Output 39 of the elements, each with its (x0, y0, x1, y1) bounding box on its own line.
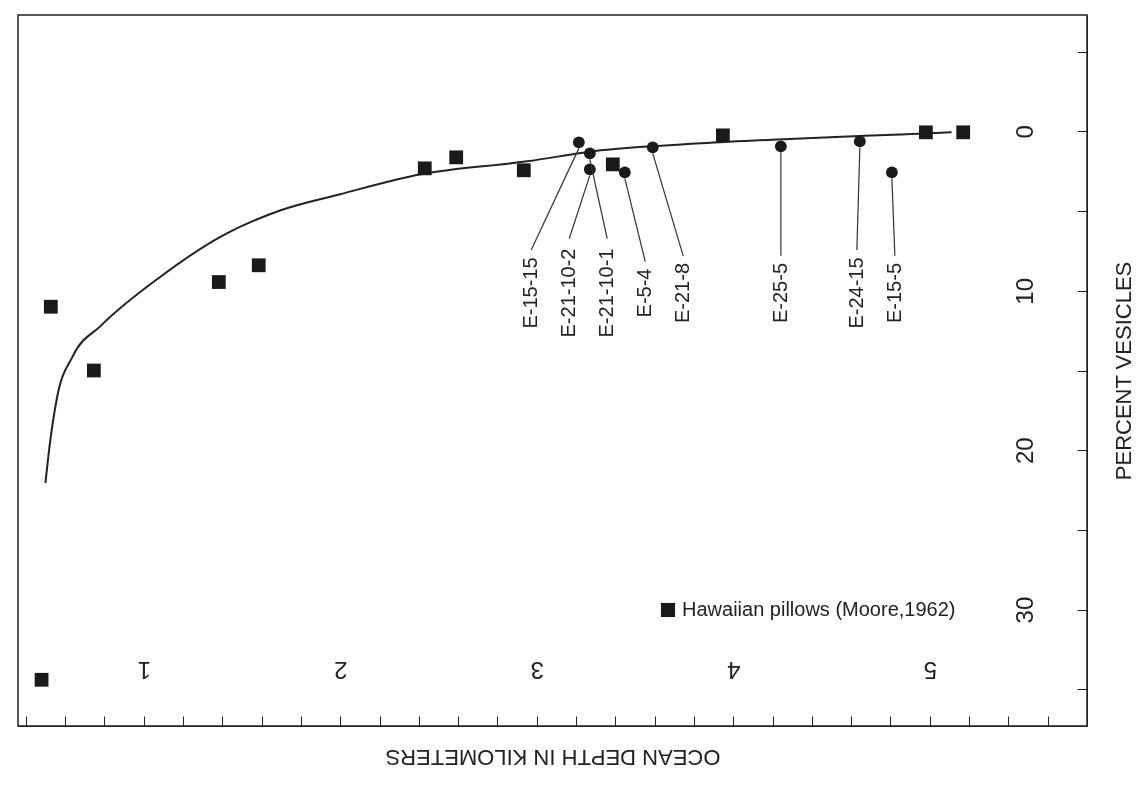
annotation: E-24-15 (844, 257, 867, 329)
annotation: E-21-10-2 (557, 248, 580, 338)
point (715, 128, 730, 143)
annotation: E-25-5 (768, 262, 791, 324)
point (918, 125, 933, 140)
annotation: E-5-4 (633, 268, 656, 318)
x-tick-label: 5 (923, 656, 937, 684)
y-axis-title: PERCENT VESICLES (1111, 261, 1136, 481)
point (86, 363, 101, 378)
point (583, 147, 596, 160)
point (646, 141, 659, 154)
point (774, 140, 787, 153)
y-tick-label: 0 (1010, 125, 1038, 139)
x-axis-title: OCEAN DEPTH IN KILOMETERS (385, 745, 721, 770)
point (572, 136, 585, 149)
point (43, 299, 58, 314)
annotation: E-15-15 (519, 257, 542, 329)
y-tick-label: 30 (1010, 596, 1038, 624)
point (417, 161, 432, 176)
x-tick-label: 4 (727, 656, 741, 684)
x-tick-label: 2 (334, 656, 348, 684)
point (251, 258, 266, 273)
x-tick-label: 3 (530, 656, 544, 684)
annotation: E-21-10-1 (595, 248, 618, 338)
point (605, 157, 620, 172)
x-tick-label: 1 (137, 656, 151, 684)
point (885, 166, 898, 179)
point (34, 672, 49, 687)
point (618, 166, 631, 179)
point (853, 135, 866, 148)
point (956, 125, 971, 140)
legend-label: Hawaiian pillows (Moore,1962) (682, 598, 956, 620)
y-tick-label: 20 (1010, 437, 1038, 465)
annotation: E-15-5 (882, 262, 905, 324)
point (516, 163, 531, 178)
y-tick-label: 10 (1010, 277, 1038, 305)
point (211, 275, 226, 289)
annotation: E-21-8 (671, 262, 694, 324)
point (449, 150, 464, 165)
